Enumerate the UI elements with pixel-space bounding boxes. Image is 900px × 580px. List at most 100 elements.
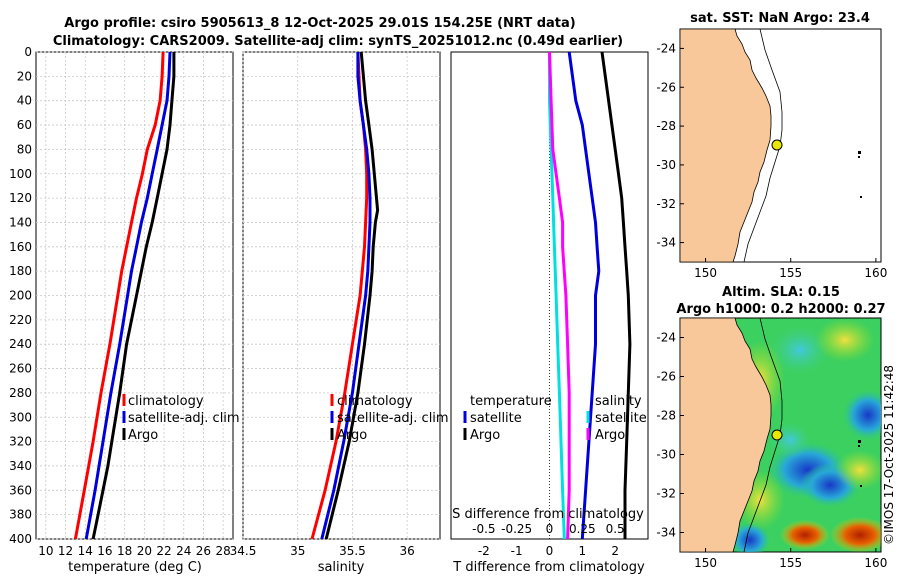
- depth-tick-label: 260: [9, 362, 32, 376]
- t-diff-tick-label: 2: [611, 544, 619, 558]
- x-tick-label: 36: [400, 544, 415, 558]
- series-s-satellite: [548, 52, 571, 539]
- map-y-tick-label: -26: [656, 80, 676, 94]
- sst-map-axes: 150 155 160 -24 -26 -28 -30 -32 -34: [656, 41, 887, 280]
- x-tick-label: 28: [216, 544, 231, 558]
- x-tick-label: 22: [156, 544, 171, 558]
- sla-map-title-2: Argo h1000: 0.2 h2000: 0.27: [676, 302, 885, 317]
- x-tick-label: 20: [137, 544, 152, 558]
- map-y-tick-label: -30: [656, 448, 676, 462]
- depth-tick-label: 400: [9, 532, 32, 546]
- difference-legend-left: temperature satellite Argo: [463, 394, 552, 443]
- salinity-panel: 34.5 35 35.5 36 salinity climatology satell…: [230, 51, 449, 575]
- series-climatology: [73, 52, 165, 539]
- depth-tick-label: 340: [9, 459, 32, 473]
- temperature-x-axis: 10 12 14 16 18 20 22 24 26 28: [38, 544, 231, 558]
- difference-panel: -2 -1 0 1 2 S difference from climatology -0…: [450, 51, 649, 575]
- difference-legend-right: salinity satellite Argo: [586, 394, 647, 443]
- x-tick-label: 14: [78, 544, 93, 558]
- difference-series: [548, 52, 632, 539]
- series-satellite-adj-clim: [84, 52, 172, 539]
- map-x-tick-label: 160: [864, 556, 887, 570]
- sst-map-title: sat. SST: NaN Argo: 23.4: [690, 11, 870, 26]
- legend-s-satellite-label: satellite: [595, 411, 647, 426]
- s-difference-axis: -0.5 -0.25 0 0.25 0.5: [472, 522, 625, 536]
- imos-watermark: ©IMOS 17-Oct-2025 11:42:48: [882, 365, 896, 545]
- series-satellite-adj-clim: [320, 52, 372, 539]
- s-difference-axis-label: S difference from climatology: [452, 507, 644, 522]
- t-diff-tick-label: 0: [546, 544, 554, 558]
- sla-map-axes: 150 155 160 -24 -26 -28 -30 -32 -34: [656, 331, 887, 571]
- s-diff-tick-label: 0.5: [606, 522, 625, 536]
- x-tick-label: 12: [58, 544, 73, 558]
- t-diff-tick-label: -2: [478, 544, 490, 558]
- series-t-argo: [567, 52, 601, 539]
- map-y-tick-label: -28: [656, 119, 676, 133]
- map-x-tick-label: 155: [779, 556, 802, 570]
- depth-tick-label: 80: [17, 142, 32, 156]
- map-y-tick-label: -34: [656, 526, 676, 540]
- x-tick-label: 35.5: [339, 544, 366, 558]
- title-line-1: Argo profile: csiro 5905613_8 12-Oct-202…: [64, 16, 575, 31]
- s-diff-tick-label: -0.5: [472, 522, 495, 536]
- title-line-2: Climatology: CARS2009. Satellite-adj cli…: [53, 34, 623, 49]
- sst-map-panel: sat. SST: NaN Argo: 23.4 150 155 160 -24 -26…: [656, 11, 887, 280]
- legend-satellite-label: satellite-adj. clim: [337, 411, 449, 426]
- x-tick-label: 16: [97, 544, 112, 558]
- legend-argo-label: Argo: [337, 428, 367, 443]
- legend-temperature-title: temperature: [470, 394, 552, 409]
- depth-tick-label: 100: [9, 167, 32, 181]
- x-tick-label: 34.5: [230, 544, 257, 558]
- x-tick-label: 24: [176, 544, 191, 558]
- x-tick-label: 26: [196, 544, 211, 558]
- temperature-x-label: temperature (deg C): [68, 560, 202, 575]
- map-x-tick-label: 160: [864, 266, 887, 280]
- series-s-argo: [600, 52, 632, 539]
- map-y-tick-label: -26: [656, 370, 676, 384]
- t-diff-tick-label: -1: [511, 544, 523, 558]
- t-difference-x-label: T difference from climatology: [452, 560, 645, 575]
- depth-tick-label: 40: [17, 94, 32, 108]
- s-diff-tick-label: -0.25: [501, 522, 532, 536]
- x-tick-label: 10: [38, 544, 53, 558]
- series-argo: [324, 52, 380, 539]
- sla-islands: [858, 440, 862, 487]
- salinity-x-axis: 34.5 35 35.5 36: [230, 544, 415, 558]
- legend-climatology-label: climatology: [128, 394, 204, 409]
- legend-satellite-label: satellite-adj. clim: [128, 411, 240, 426]
- s-diff-tick-label: 0: [546, 522, 554, 536]
- legend-s-argo-label: Argo: [595, 428, 625, 443]
- temperature-series: [73, 52, 176, 539]
- sst-argo-marker: [771, 139, 783, 151]
- sst-shelf-contour: [743, 29, 783, 262]
- depth-tick-label: 20: [17, 69, 32, 83]
- sst-islands: [858, 151, 862, 198]
- sla-map-panel: Altim. SLA: 0.15 Argo h1000: 0.2 h2000: …: [656, 285, 887, 571]
- sla-land: [680, 318, 772, 552]
- sla-anomaly-field: [680, 318, 881, 552]
- t-diff-tick-label: 1: [579, 544, 587, 558]
- depth-tick-label: 60: [17, 118, 32, 132]
- map-x-tick-label: 150: [694, 266, 717, 280]
- depth-tick-label: 200: [9, 289, 32, 303]
- depth-tick-label: 380: [9, 508, 32, 522]
- depth-tick-label: 120: [9, 191, 32, 205]
- x-tick-label: 35: [290, 544, 305, 558]
- legend-t-satellite-label: satellite: [470, 411, 522, 426]
- legend-t-argo-label: Argo: [470, 428, 500, 443]
- depth-tick-label: 160: [9, 240, 32, 254]
- salinity-series: [310, 52, 380, 539]
- depth-tick-label: 180: [9, 264, 32, 278]
- salinity-legend: climatology satellite-adj. clim Argo: [330, 394, 449, 443]
- legend-argo-label: Argo: [128, 428, 158, 443]
- temperature-legend: climatology satellite-adj. clim Argo: [122, 394, 240, 443]
- depth-tick-label: 280: [9, 386, 32, 400]
- legend-salinity-title: salinity: [595, 394, 642, 409]
- temperature-panel: 0 20 40 60 80 100 120 140 160 180 200 220 240 260 280 3…: [9, 45, 240, 575]
- sla-map-title-1: Altim. SLA: 0.15: [722, 285, 840, 300]
- t-difference-axis: -2 -1 0 1 2: [478, 544, 619, 558]
- s-diff-tick-label: 0.25: [569, 522, 596, 536]
- sst-land: [680, 29, 772, 262]
- map-y-tick-label: -34: [656, 236, 676, 250]
- series-t-satellite: [548, 52, 566, 539]
